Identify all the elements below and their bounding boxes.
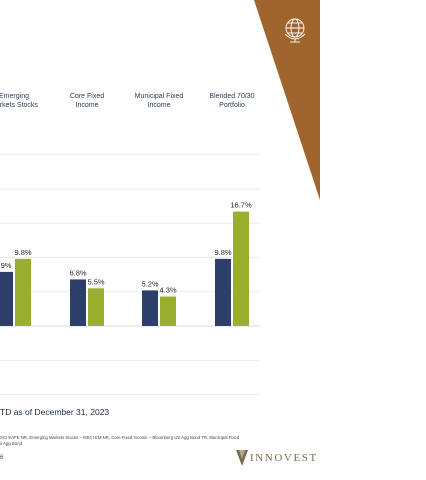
innovest-logo: INNOVEST: [236, 450, 318, 466]
gridlines: [0, 154, 260, 395]
as-of-note: TD as of December 31, 2023: [0, 407, 110, 417]
bar: [70, 279, 86, 326]
footnote: SCI EAFE NR, Emerging Markets Stocks – M…: [0, 435, 240, 446]
data-label: .9%: [0, 261, 12, 270]
bar: [142, 290, 158, 326]
category-label: Emerging Markets Stocks: [0, 93, 38, 109]
bar: [160, 296, 176, 326]
data-label: 9.8%: [14, 248, 31, 257]
bar: [215, 258, 231, 326]
data-label: 5.2%: [141, 279, 158, 288]
globe-icon: [284, 18, 306, 43]
data-label: 9.8%: [214, 248, 231, 257]
data-label: 16.7%: [230, 201, 252, 210]
bar: [0, 271, 13, 326]
category-label: Municipal Fixed Income: [134, 93, 184, 109]
category-label: Blended 70/30 Portfolio: [209, 93, 255, 109]
data-label: 5.5%: [87, 277, 104, 286]
logo-mark-icon: [236, 450, 248, 466]
bars: [0, 211, 249, 326]
bar: [233, 211, 249, 326]
corner-banner: [254, 0, 320, 200]
category-label: Core Fixed Income: [69, 93, 105, 109]
data-labels: .9% 6.8% 5.2% 9.8% 9.8% 5.5% 4.3% 16.7%: [0, 201, 252, 295]
bar: [15, 258, 31, 326]
logo-text: INNOVEST: [250, 452, 318, 464]
data-label: 4.3%: [159, 286, 176, 295]
data-label: 6.8%: [69, 268, 86, 277]
page-number: 6: [0, 455, 4, 461]
bar: [88, 288, 104, 326]
